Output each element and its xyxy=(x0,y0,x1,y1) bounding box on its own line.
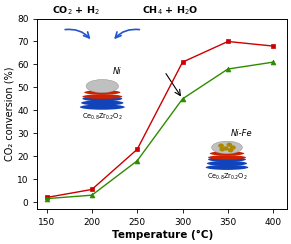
Ellipse shape xyxy=(212,141,242,154)
Ellipse shape xyxy=(208,155,246,160)
Ellipse shape xyxy=(84,90,120,95)
Text: Ce$_{0.8}$Zr$_{0.2}$O$_2$: Ce$_{0.8}$Zr$_{0.2}$O$_2$ xyxy=(82,112,123,122)
Text: Ce$_{0.8}$Zr$_{0.2}$O$_2$: Ce$_{0.8}$Zr$_{0.2}$O$_2$ xyxy=(207,172,247,182)
Circle shape xyxy=(228,148,233,152)
Circle shape xyxy=(223,146,229,151)
X-axis label: Temperature (°C): Temperature (°C) xyxy=(111,230,213,240)
Text: CH$_4$ + H$_2$O: CH$_4$ + H$_2$O xyxy=(142,4,198,17)
Circle shape xyxy=(219,147,225,152)
Ellipse shape xyxy=(81,100,123,106)
Ellipse shape xyxy=(210,151,244,156)
Text: Ni-Fe: Ni-Fe xyxy=(231,129,253,138)
Circle shape xyxy=(230,145,236,150)
Circle shape xyxy=(226,142,232,147)
Circle shape xyxy=(218,143,224,148)
Text: Ni: Ni xyxy=(113,67,122,76)
Text: CO$_2$ + H$_2$: CO$_2$ + H$_2$ xyxy=(52,4,100,17)
Ellipse shape xyxy=(86,80,118,93)
Y-axis label: CO₂ conversion (%): CO₂ conversion (%) xyxy=(4,67,14,161)
Ellipse shape xyxy=(207,161,247,166)
Ellipse shape xyxy=(208,157,246,162)
Ellipse shape xyxy=(82,96,122,101)
Ellipse shape xyxy=(206,165,248,170)
Ellipse shape xyxy=(80,104,125,110)
Ellipse shape xyxy=(82,94,122,99)
